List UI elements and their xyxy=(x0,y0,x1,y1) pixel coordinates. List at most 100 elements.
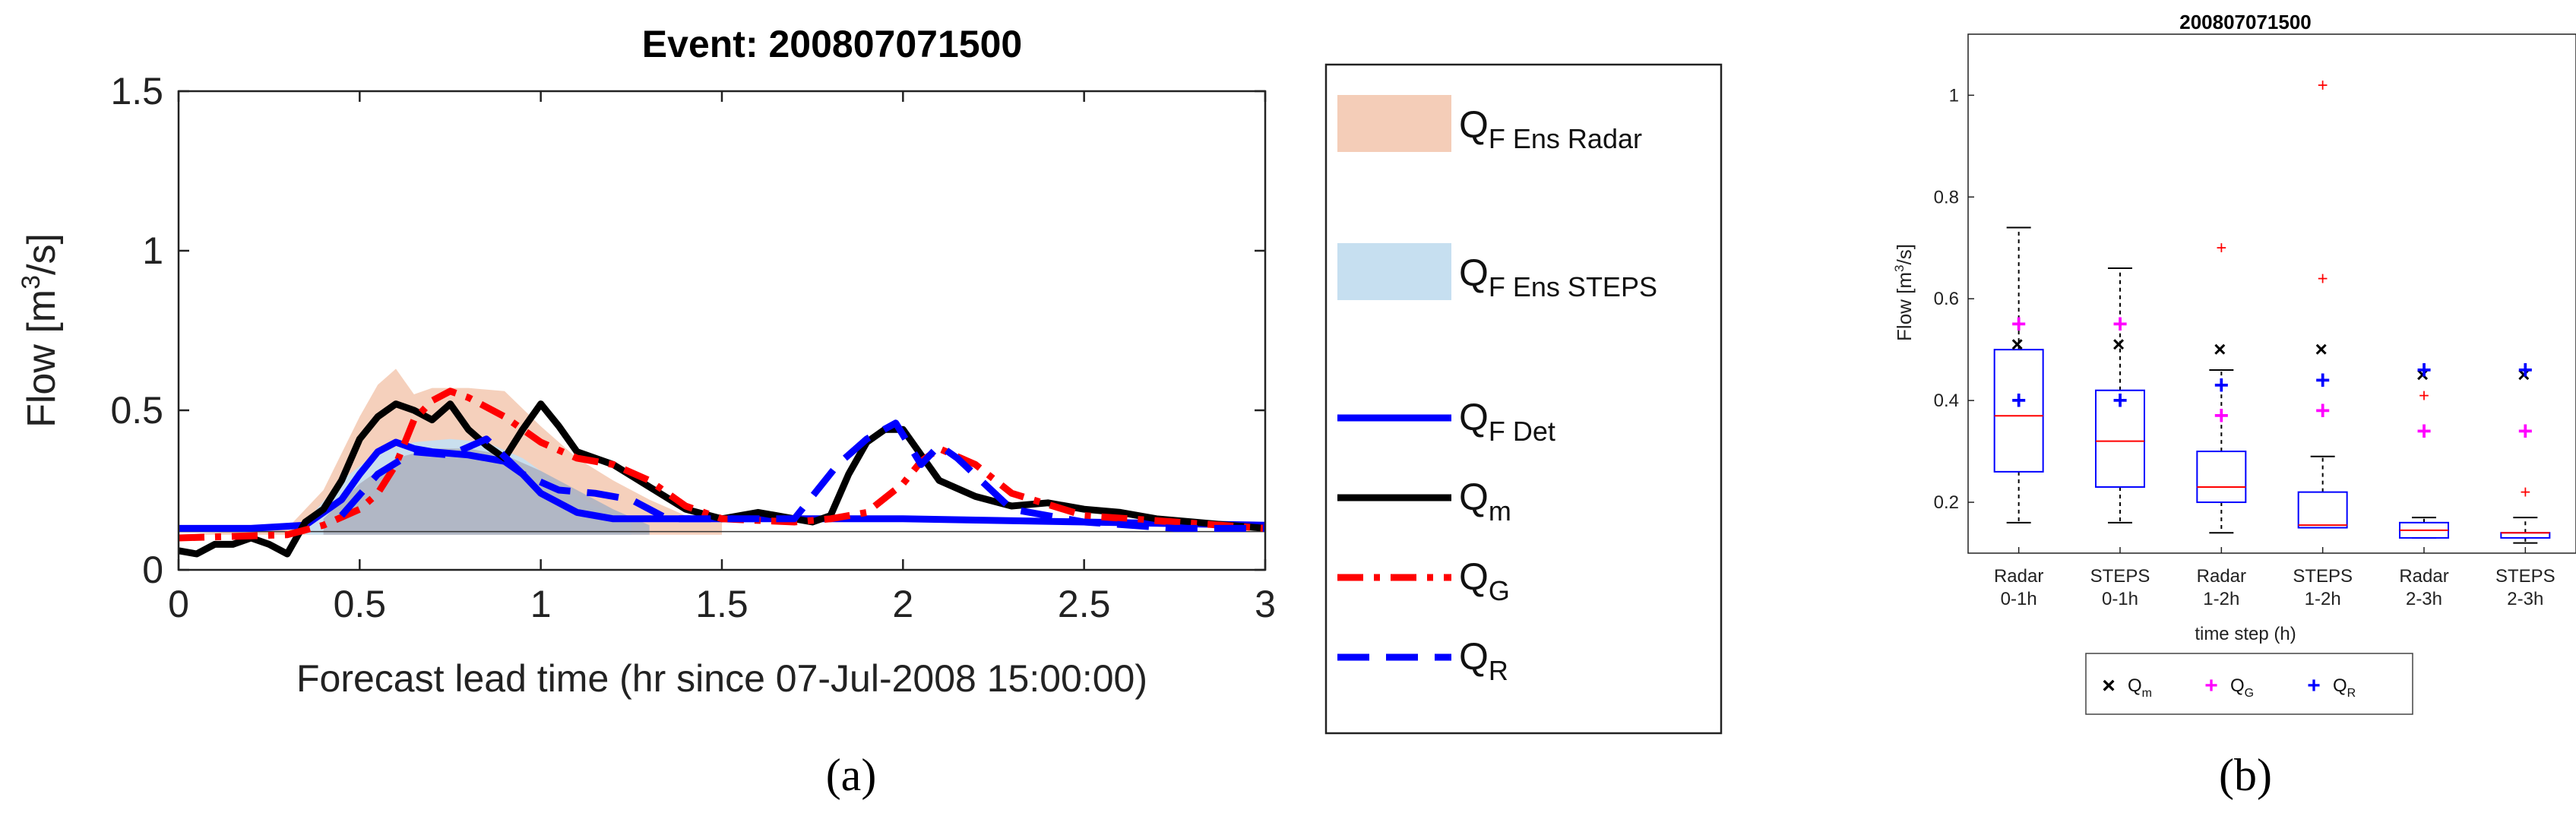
x-tick-label: 1.5 xyxy=(695,583,748,625)
x-tick-label: 2 xyxy=(892,583,913,625)
qr-marker: + xyxy=(2517,356,2533,384)
legend-label-4: QG xyxy=(1459,555,1510,606)
chart-b-ylabel: Flow [m3/s] xyxy=(1892,244,1916,341)
b-x-tick-label: Radar xyxy=(1994,566,2043,587)
chart-b-legend: × Qm + QG + QR xyxy=(2102,673,2356,700)
qg-marker: + xyxy=(2517,416,2533,445)
qg-marker: + xyxy=(2214,401,2229,430)
qr-marker: + xyxy=(2011,386,2027,415)
b-legend-marker-1: + xyxy=(2204,673,2218,698)
panel-b-label: (b) xyxy=(2219,750,2272,800)
x-tick-label: 2.5 xyxy=(1058,583,1111,625)
b-legend-label-2: QR xyxy=(2333,675,2356,700)
y-tick-label: 0 xyxy=(142,549,163,591)
box-iqr xyxy=(2196,451,2247,504)
chart-b-title: 200807071500 xyxy=(2179,11,2312,33)
chart-b-xlabel: time step (h) xyxy=(2195,624,2296,644)
b-x-tick-label: 2-3h xyxy=(2406,589,2442,609)
legend-swatch-0 xyxy=(1337,95,1451,152)
box-group-4: +×++ xyxy=(2399,356,2449,539)
legend-label-3: Qm xyxy=(1459,476,1511,527)
b-x-tick-label: Radar xyxy=(2197,566,2246,587)
b-x-tick-label: 0-1h xyxy=(2001,589,2037,609)
qm-marker: × xyxy=(2315,337,2327,361)
legend-label-1: QF Ens STEPS xyxy=(1459,251,1657,302)
box-group-2: +×++ xyxy=(2196,238,2247,534)
chart-a-legend-box xyxy=(1324,63,1723,735)
chart-a-ylabel-sup: 3 xyxy=(17,275,46,289)
legend-swatch-1 xyxy=(1337,243,1451,300)
outlier-marker: + xyxy=(2520,482,2530,503)
chart-a-ticks: 0 0.5 1 1.5 2 2.5 3 0 0.5 1 1.5 xyxy=(110,70,1275,625)
qm-marker: × xyxy=(2214,337,2226,361)
qg-marker: + xyxy=(2112,310,2128,339)
outlier-marker: + xyxy=(2318,268,2328,289)
chart-b-ticks: 0.20.40.60.81Radar0-1hSTEPS0-1hRadar1-2h… xyxy=(1934,85,2555,609)
b-y-tick-label: 1 xyxy=(1949,85,1959,106)
b-y-tick-label: 0.4 xyxy=(1934,391,1959,411)
qr-marker: + xyxy=(2214,371,2229,400)
x-tick-label: 1 xyxy=(530,583,552,625)
chart-b-ylabel-sup: 3 xyxy=(1892,264,1907,271)
qr-marker: + xyxy=(2315,365,2331,394)
b-y-tick-label: 0.2 xyxy=(1934,492,1959,513)
box-group-5: +×++ xyxy=(2500,356,2551,544)
b-x-tick-label: 2-3h xyxy=(2507,589,2543,609)
chart-b-plot-frame xyxy=(1967,33,2576,554)
b-x-tick-label: STEPS xyxy=(2293,566,2353,587)
legend-label-5: QR xyxy=(1459,635,1508,686)
x-tick-label: 3 xyxy=(1255,583,1276,625)
b-legend-label-0: Qm xyxy=(2128,675,2152,700)
b-x-tick-label: 1-2h xyxy=(2305,589,2341,609)
b-x-tick-label: 0-1h xyxy=(2102,589,2138,609)
chart-b-legend-box xyxy=(2085,653,2413,715)
y-tick-label: 0.5 xyxy=(110,389,163,432)
qm-marker: × xyxy=(2416,363,2429,387)
legend-label-2: QF Det xyxy=(1459,396,1555,447)
box-group-0: ×++ xyxy=(1993,226,2044,524)
qg-marker: + xyxy=(2416,416,2432,445)
chart-a-legend: QF Ens Radar QF Ens STEPS QF Det Qm QG QR xyxy=(1337,95,1657,686)
chart-a-xlabel: Forecast lead time (hr since 07-Jul-2008… xyxy=(296,657,1147,700)
chart-a-title: Event: 200807071500 xyxy=(642,23,1022,65)
b-legend-marker-0: × xyxy=(2102,673,2116,698)
chart-a-ylabel-tail: /s] xyxy=(20,233,64,275)
chart-b-boxes: ×++×+++×++++×+++×+++×++ xyxy=(1993,75,2551,544)
legend-label-0: QF Ens Radar xyxy=(1459,103,1642,154)
y-tick-label: 1 xyxy=(142,229,163,272)
outlier-marker: + xyxy=(2419,385,2429,406)
outlier-marker: + xyxy=(2216,238,2226,258)
b-x-tick-label: STEPS xyxy=(2495,566,2555,587)
qr-marker: + xyxy=(2416,356,2432,384)
box-group-1: ×++ xyxy=(2095,267,2145,524)
b-x-tick-label: 1-2h xyxy=(2203,589,2239,609)
qm-marker: × xyxy=(2011,332,2023,356)
chart-a-lines xyxy=(178,388,1266,558)
x-tick-label: 0 xyxy=(168,583,189,625)
y-tick-label: 1.5 xyxy=(110,70,163,112)
panel-a-label: (a) xyxy=(826,750,877,800)
chart-a: Event: 200807071500 0 0.5 1 1.5 2 2.5 3 0 0.5 1 1.… xyxy=(17,23,1723,800)
ensemble-band-2 xyxy=(323,448,650,535)
x-tick-label: 0.5 xyxy=(334,583,387,625)
qm-marker: × xyxy=(2112,332,2125,356)
b-x-tick-label: STEPS xyxy=(2090,566,2150,587)
qg-marker: + xyxy=(2011,310,2027,339)
b-legend-label-1: QG xyxy=(2230,675,2254,700)
b-legend-marker-2: + xyxy=(2307,673,2321,698)
box-iqr xyxy=(2297,491,2348,529)
qg-marker: + xyxy=(2315,397,2331,425)
outlier-marker: + xyxy=(2318,75,2328,96)
box-iqr xyxy=(1993,349,2044,473)
chart-a-ylabel-main: Flow [m xyxy=(20,289,64,428)
chart-b: 200807071500 0.20.40.60.81Radar0-1hSTEPS… xyxy=(1892,11,2576,800)
box-iqr xyxy=(2095,389,2145,488)
b-y-tick-label: 0.6 xyxy=(1934,289,1959,309)
qm-marker: × xyxy=(2517,363,2530,387)
b-x-tick-label: Radar xyxy=(2399,566,2448,587)
b-y-tick-label: 0.8 xyxy=(1934,187,1959,207)
chart-b-ylabel-main: Flow [m xyxy=(1893,272,1916,341)
chart-b-ylabel-tail: /s] xyxy=(1893,244,1916,264)
series-line-6 xyxy=(339,419,1265,532)
